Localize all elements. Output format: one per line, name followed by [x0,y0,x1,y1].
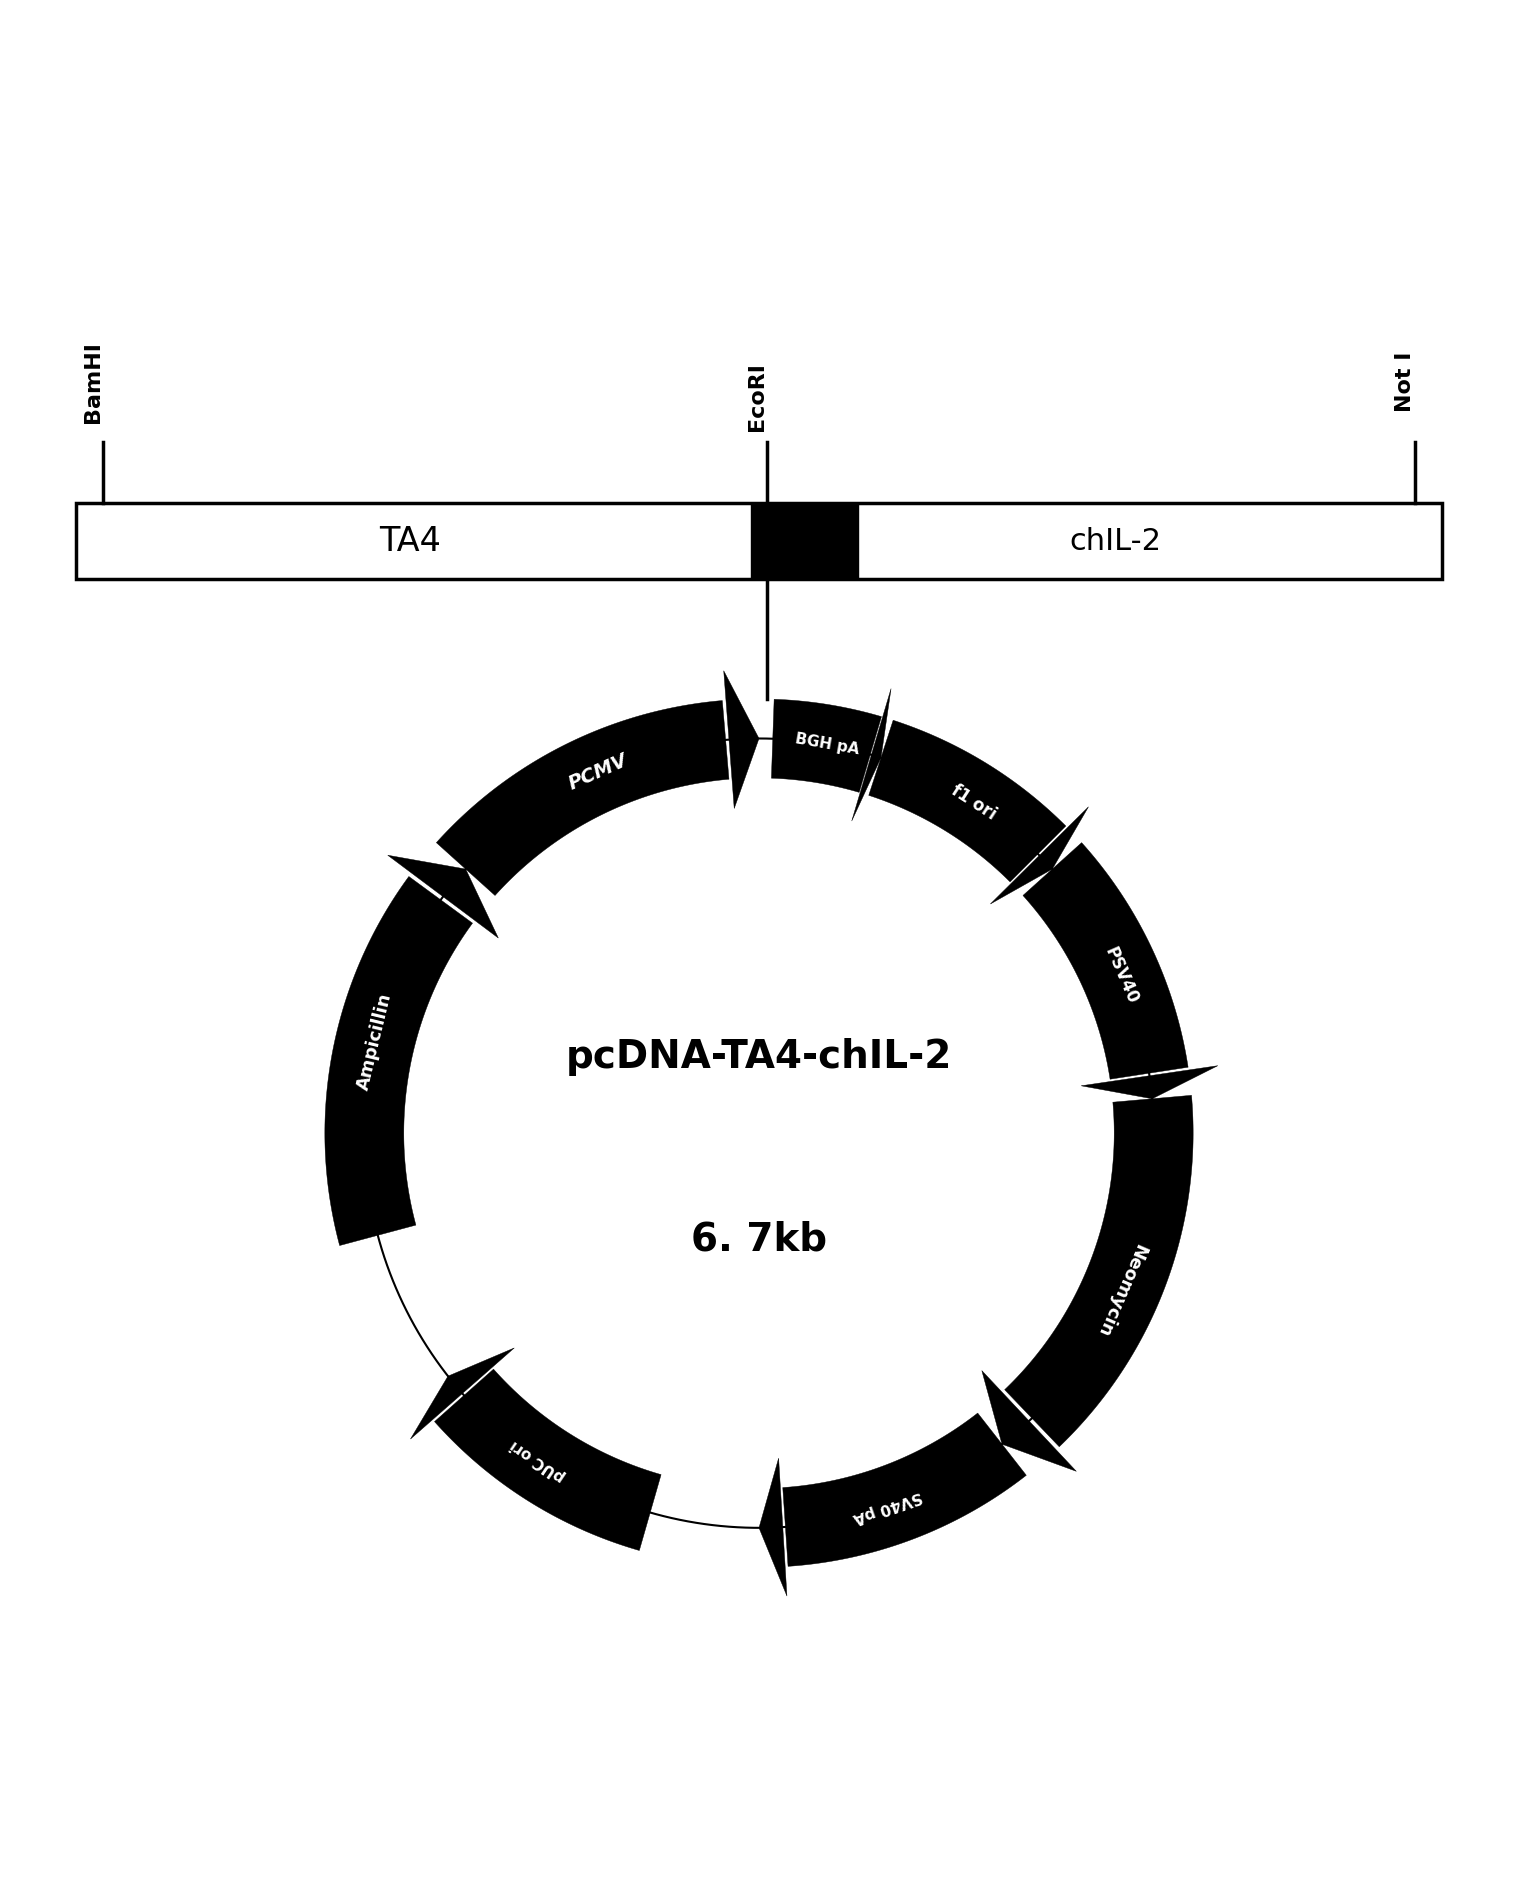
Text: chIL-2: chIL-2 [1070,527,1161,555]
Polygon shape [434,1369,662,1550]
Polygon shape [325,877,472,1246]
Text: Xa: Xa [873,529,908,553]
Polygon shape [1005,1096,1193,1447]
Polygon shape [759,1459,786,1596]
Text: BamHI: BamHI [83,340,103,422]
Polygon shape [1023,843,1189,1078]
Text: Not I: Not I [1395,352,1415,413]
Text: PCMV: PCMV [566,751,631,795]
Polygon shape [1081,1065,1217,1099]
Polygon shape [852,689,891,822]
Text: Ampicillin: Ampicillin [355,991,396,1092]
Text: SV40 pA: SV40 pA [852,1487,924,1525]
Text: PSV40: PSV40 [1101,945,1142,1006]
Polygon shape [982,1371,1076,1472]
Polygon shape [771,700,882,793]
Text: Neomycin: Neomycin [1093,1242,1149,1339]
Text: pcDNA-TA4-chIL-2: pcDNA-TA4-chIL-2 [566,1038,952,1077]
Polygon shape [990,806,1088,903]
Text: EcoRI: EcoRI [747,363,767,432]
Polygon shape [410,1349,515,1440]
Bar [751,504,858,578]
Polygon shape [724,671,759,808]
Polygon shape [868,721,1066,883]
Text: TA4: TA4 [380,525,440,557]
Text: f1 ori: f1 ori [949,782,1000,824]
Text: 6. 7kb: 6. 7kb [691,1221,827,1259]
Bar [76,504,1442,578]
Text: pUC ori: pUC ori [509,1436,568,1484]
Polygon shape [436,700,729,896]
Polygon shape [387,856,498,938]
Polygon shape [783,1413,1026,1567]
Text: BGH pA: BGH pA [794,732,861,757]
